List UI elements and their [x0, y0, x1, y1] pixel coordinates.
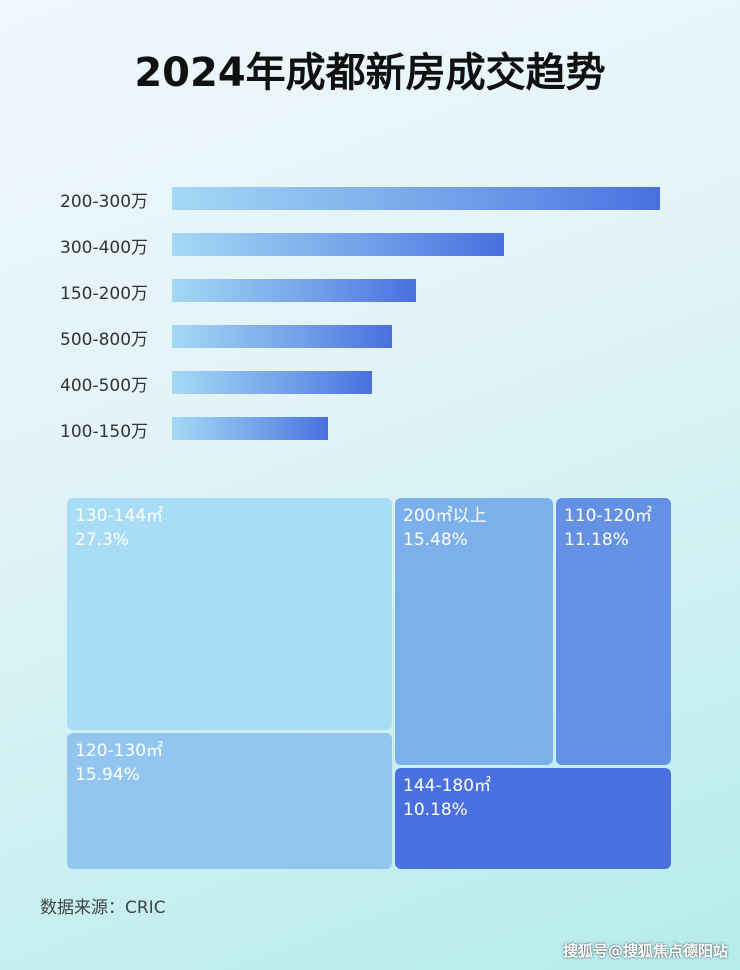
tile-label: 144-180㎡: [403, 776, 492, 796]
tile-label: 110-120㎡: [564, 506, 653, 526]
tile-value: 15.48%: [403, 530, 468, 550]
tile-value: 27.3%: [75, 530, 130, 550]
bar-label: 500-800万: [60, 330, 149, 350]
bar: [172, 371, 373, 394]
bar-label: 400-500万: [60, 376, 149, 396]
tile-label: 120-130㎡: [75, 741, 164, 761]
treemap-tile: 110-120㎡ 11.18%: [556, 498, 671, 765]
bar: [172, 417, 329, 440]
bar-label: 300-400万: [60, 238, 149, 258]
bar-chart: 200-300万 300-400万 150-200万 500-800万 400-500万…: [0, 0, 740, 460]
data-source: 数据来源：CRIC: [40, 898, 166, 918]
tile-value: 15.94%: [75, 765, 140, 785]
tile-label: 130-144㎡: [75, 506, 164, 526]
bar-label: 100-150万: [60, 422, 149, 442]
bar-label: 150-200万: [60, 284, 149, 304]
watermark: 搜狐号@搜狐焦点德阳站: [562, 942, 728, 960]
treemap-tile: 200㎡以上 15.48%: [395, 498, 553, 765]
bar: [172, 325, 392, 348]
treemap-tile: 120-130㎡ 15.94%: [67, 733, 392, 869]
bar-label: 200-300万: [60, 192, 149, 212]
tile-value: 11.18%: [564, 530, 629, 550]
treemap-tile: 130-144㎡ 27.3%: [67, 498, 392, 730]
bar: [172, 279, 416, 302]
tile-value: 10.18%: [403, 800, 468, 820]
bar: [172, 187, 660, 210]
treemap-tile: 144-180㎡ 10.18%: [395, 768, 671, 869]
chart-title: 2024年成都新房成交趋势: [134, 50, 606, 96]
tile-label: 200㎡以上: [403, 506, 487, 526]
bar: [172, 233, 504, 256]
